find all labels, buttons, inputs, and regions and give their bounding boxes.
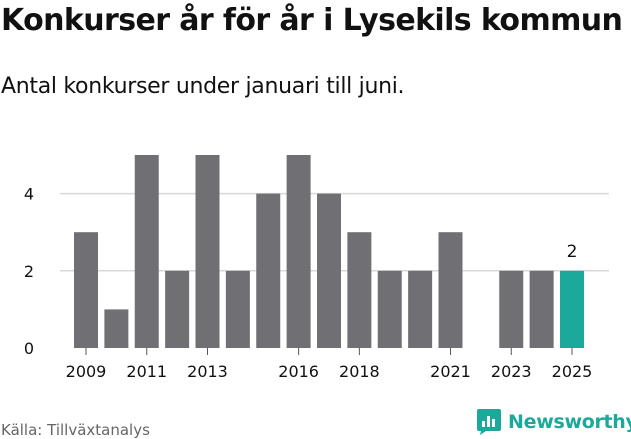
y-tick-label: 2: [24, 262, 34, 281]
bar: [438, 232, 463, 348]
source-note: Källa: Tillväxtanalys: [1, 421, 150, 439]
bar: [256, 193, 281, 348]
bar: [74, 232, 98, 348]
y-axis-ticks: 0 2 4: [24, 185, 34, 358]
bar-highlight: [560, 270, 584, 348]
x-tick-label: 2023: [491, 362, 532, 381]
x-tick-label: 2013: [187, 362, 228, 381]
bar: [347, 232, 372, 348]
y-tick-label: 4: [24, 185, 34, 204]
y-tick-label: 0: [24, 339, 34, 358]
x-tick-label: 2011: [126, 362, 167, 381]
bars: [74, 155, 584, 348]
bar: [134, 155, 159, 348]
bar: [408, 270, 433, 348]
x-tick-label: 2025: [552, 362, 593, 381]
brand-name: Newsworthy: [508, 411, 631, 433]
data-labels: 2: [567, 242, 578, 262]
x-tick-label: 2009: [66, 362, 107, 381]
x-tick-label: 2016: [278, 362, 319, 381]
bar: [499, 270, 524, 348]
newsworthy-logo: Newsworthy: [476, 408, 631, 436]
bar: [104, 309, 129, 348]
bar: [317, 193, 341, 348]
chart-title: Konkurser år för år i Lysekils kommun: [1, 3, 623, 38]
bar-chart: 0 2 4 2009 2011 2013 2016 2018 2021 2023 2025 2: [24, 155, 609, 381]
newsworthy-icon: [477, 409, 501, 435]
bar: [286, 155, 311, 348]
bar: [377, 270, 402, 348]
data-label: 2: [567, 242, 578, 262]
bar: [529, 270, 554, 348]
bar: [195, 155, 220, 348]
bar: [165, 270, 190, 348]
x-axis-ticks: 2009 2011 2013 2016 2018 2021 2023 2025: [66, 348, 593, 381]
bar: [225, 270, 250, 348]
chart-subtitle: Antal konkurser under januari till juni.: [1, 74, 405, 99]
x-tick-label: 2018: [339, 362, 380, 381]
x-tick-label: 2021: [430, 362, 471, 381]
